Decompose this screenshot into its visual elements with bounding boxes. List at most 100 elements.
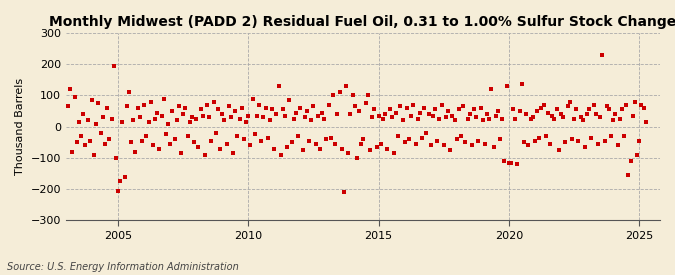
Point [241,120,252,124]
Point [603,107,614,112]
Point [384,107,395,112]
Point [627,114,638,118]
Point [595,115,605,119]
Point [423,112,434,116]
Point [430,107,441,112]
Point [230,109,241,113]
Point [582,112,593,116]
Point [163,121,173,126]
Point [427,114,438,118]
Point [556,112,566,116]
Point [275,153,286,157]
Point [225,115,236,119]
Point [534,135,545,140]
Point [473,139,484,143]
Point [211,131,221,135]
Point [434,117,445,121]
Point [593,142,603,146]
Point [221,142,232,146]
Point [143,120,154,124]
Point [282,145,293,149]
Point [147,143,158,148]
Point [634,139,645,143]
Point [512,162,523,166]
Point [523,143,534,148]
Point [273,84,284,88]
Point [497,117,508,121]
Point [549,117,560,121]
Point [488,145,499,149]
Point [213,107,223,112]
Point [78,112,89,116]
Title: Monthly Midwest (PADD 2) Residual Fuel Oil, 0.31 to 1.00% Sulfur Stock Change: Monthly Midwest (PADD 2) Residual Fuel O… [49,15,675,29]
Point [76,134,86,138]
Point [475,106,486,110]
Point [529,139,540,143]
Point [577,118,588,123]
Point [122,104,132,109]
Point [117,120,128,124]
Point [304,139,315,143]
Point [154,146,165,151]
Point [590,112,601,116]
Point [313,114,323,118]
Point [339,190,350,194]
Point [629,100,640,104]
Point [599,139,610,143]
Point [236,106,247,110]
Point [347,93,358,98]
Point [364,148,375,152]
Point [445,148,456,152]
Point [438,143,449,148]
Point [632,153,643,157]
Point [286,140,297,144]
Point [551,107,562,112]
Point [356,142,367,146]
Point [199,153,210,157]
Point [158,96,169,101]
Point [193,145,204,149]
Point [308,104,319,109]
Point [197,114,208,118]
Point [547,114,558,118]
Point [300,115,310,119]
Point [204,115,215,119]
Point [91,121,102,126]
Point [80,143,91,148]
Point [160,132,171,137]
Point [452,137,462,141]
Point [584,107,595,112]
Point [558,115,568,119]
Point [375,142,386,146]
Point [243,114,254,118]
Point [499,159,510,163]
Point [543,110,554,115]
Point [352,156,362,160]
Point [454,107,464,112]
Point [506,160,516,165]
Point [167,109,178,113]
Point [88,153,99,157]
Point [302,109,313,113]
Point [86,98,97,102]
Point [456,134,466,138]
Point [295,106,306,110]
Point [156,114,167,118]
Point [130,149,141,154]
Point [354,109,364,113]
Point [336,146,347,151]
Point [636,103,647,107]
Point [545,142,556,146]
Point [508,107,518,112]
Point [93,101,104,105]
Point [516,82,527,87]
Point [502,84,512,88]
Point [261,106,271,110]
Point [568,117,579,121]
Point [469,107,480,112]
Point [493,109,504,113]
Point [254,103,265,107]
Point [265,118,275,123]
Point [84,139,95,143]
Point [586,135,597,140]
